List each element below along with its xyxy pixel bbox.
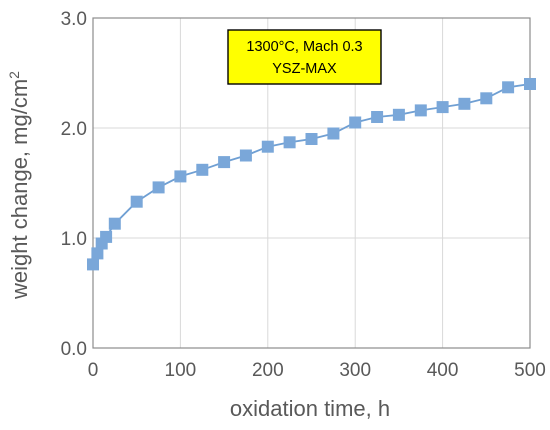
y-tick-label: 0.0: [61, 339, 87, 360]
x-tick-label: 0: [88, 360, 99, 381]
data-point-marker: [87, 258, 99, 271]
data-point-marker: [196, 163, 209, 176]
annotation-box: 1300°C, Mach 0.3 YSZ-MAX: [227, 29, 382, 85]
x-axis-title: oxidation time, h: [230, 396, 390, 421]
data-point-marker: [100, 230, 113, 243]
y-tick-label: 2.0: [61, 119, 87, 140]
y-axis-title-main: weight change, mg/cm: [7, 79, 32, 300]
y-axis-title-superscript: 2: [6, 71, 22, 79]
x-tick-label: 400: [427, 360, 459, 381]
data-point-marker: [283, 136, 296, 149]
data-point-marker: [327, 127, 340, 140]
annotation-background: [227, 29, 382, 85]
data-point-marker: [349, 116, 362, 129]
x-tick-label: 100: [165, 360, 197, 381]
data-point-marker: [152, 181, 165, 194]
plot-area-frame: [92, 17, 531, 349]
data-point-marker: [414, 104, 427, 117]
data-point-marker: [218, 156, 231, 169]
x-tick-label: 200: [252, 360, 284, 381]
data-point-marker: [305, 133, 318, 145]
y-tick-label: 1.0: [61, 229, 87, 250]
tick-label-layer: 0 100 200 300 400 500 0.0 1.0 2.0 3.0: [61, 9, 546, 381]
data-point-marker: [174, 170, 187, 183]
y-tick-label: 3.0: [61, 9, 87, 30]
series-marker-layer: [87, 78, 536, 271]
x-tick-label: 300: [339, 360, 371, 381]
data-point-marker: [130, 195, 143, 208]
data-point-marker: [458, 97, 471, 110]
annotation-line-1: 1300°C, Mach 0.3: [246, 39, 362, 55]
data-point-marker: [371, 111, 384, 123]
data-point-marker: [392, 108, 405, 121]
data-point-marker: [502, 81, 515, 94]
data-point-marker: [91, 247, 104, 260]
data-point-marker: [108, 217, 121, 230]
y-axis-title: weight change, mg/cm2: [6, 71, 32, 300]
data-point-marker: [480, 92, 493, 105]
data-point-marker: [261, 140, 274, 153]
annotation-line-2: YSZ-MAX: [272, 61, 337, 77]
data-point-marker: [436, 101, 449, 114]
x-tick-label: 500: [514, 360, 546, 381]
data-point-marker: [524, 78, 536, 90]
data-point-marker: [239, 149, 252, 162]
